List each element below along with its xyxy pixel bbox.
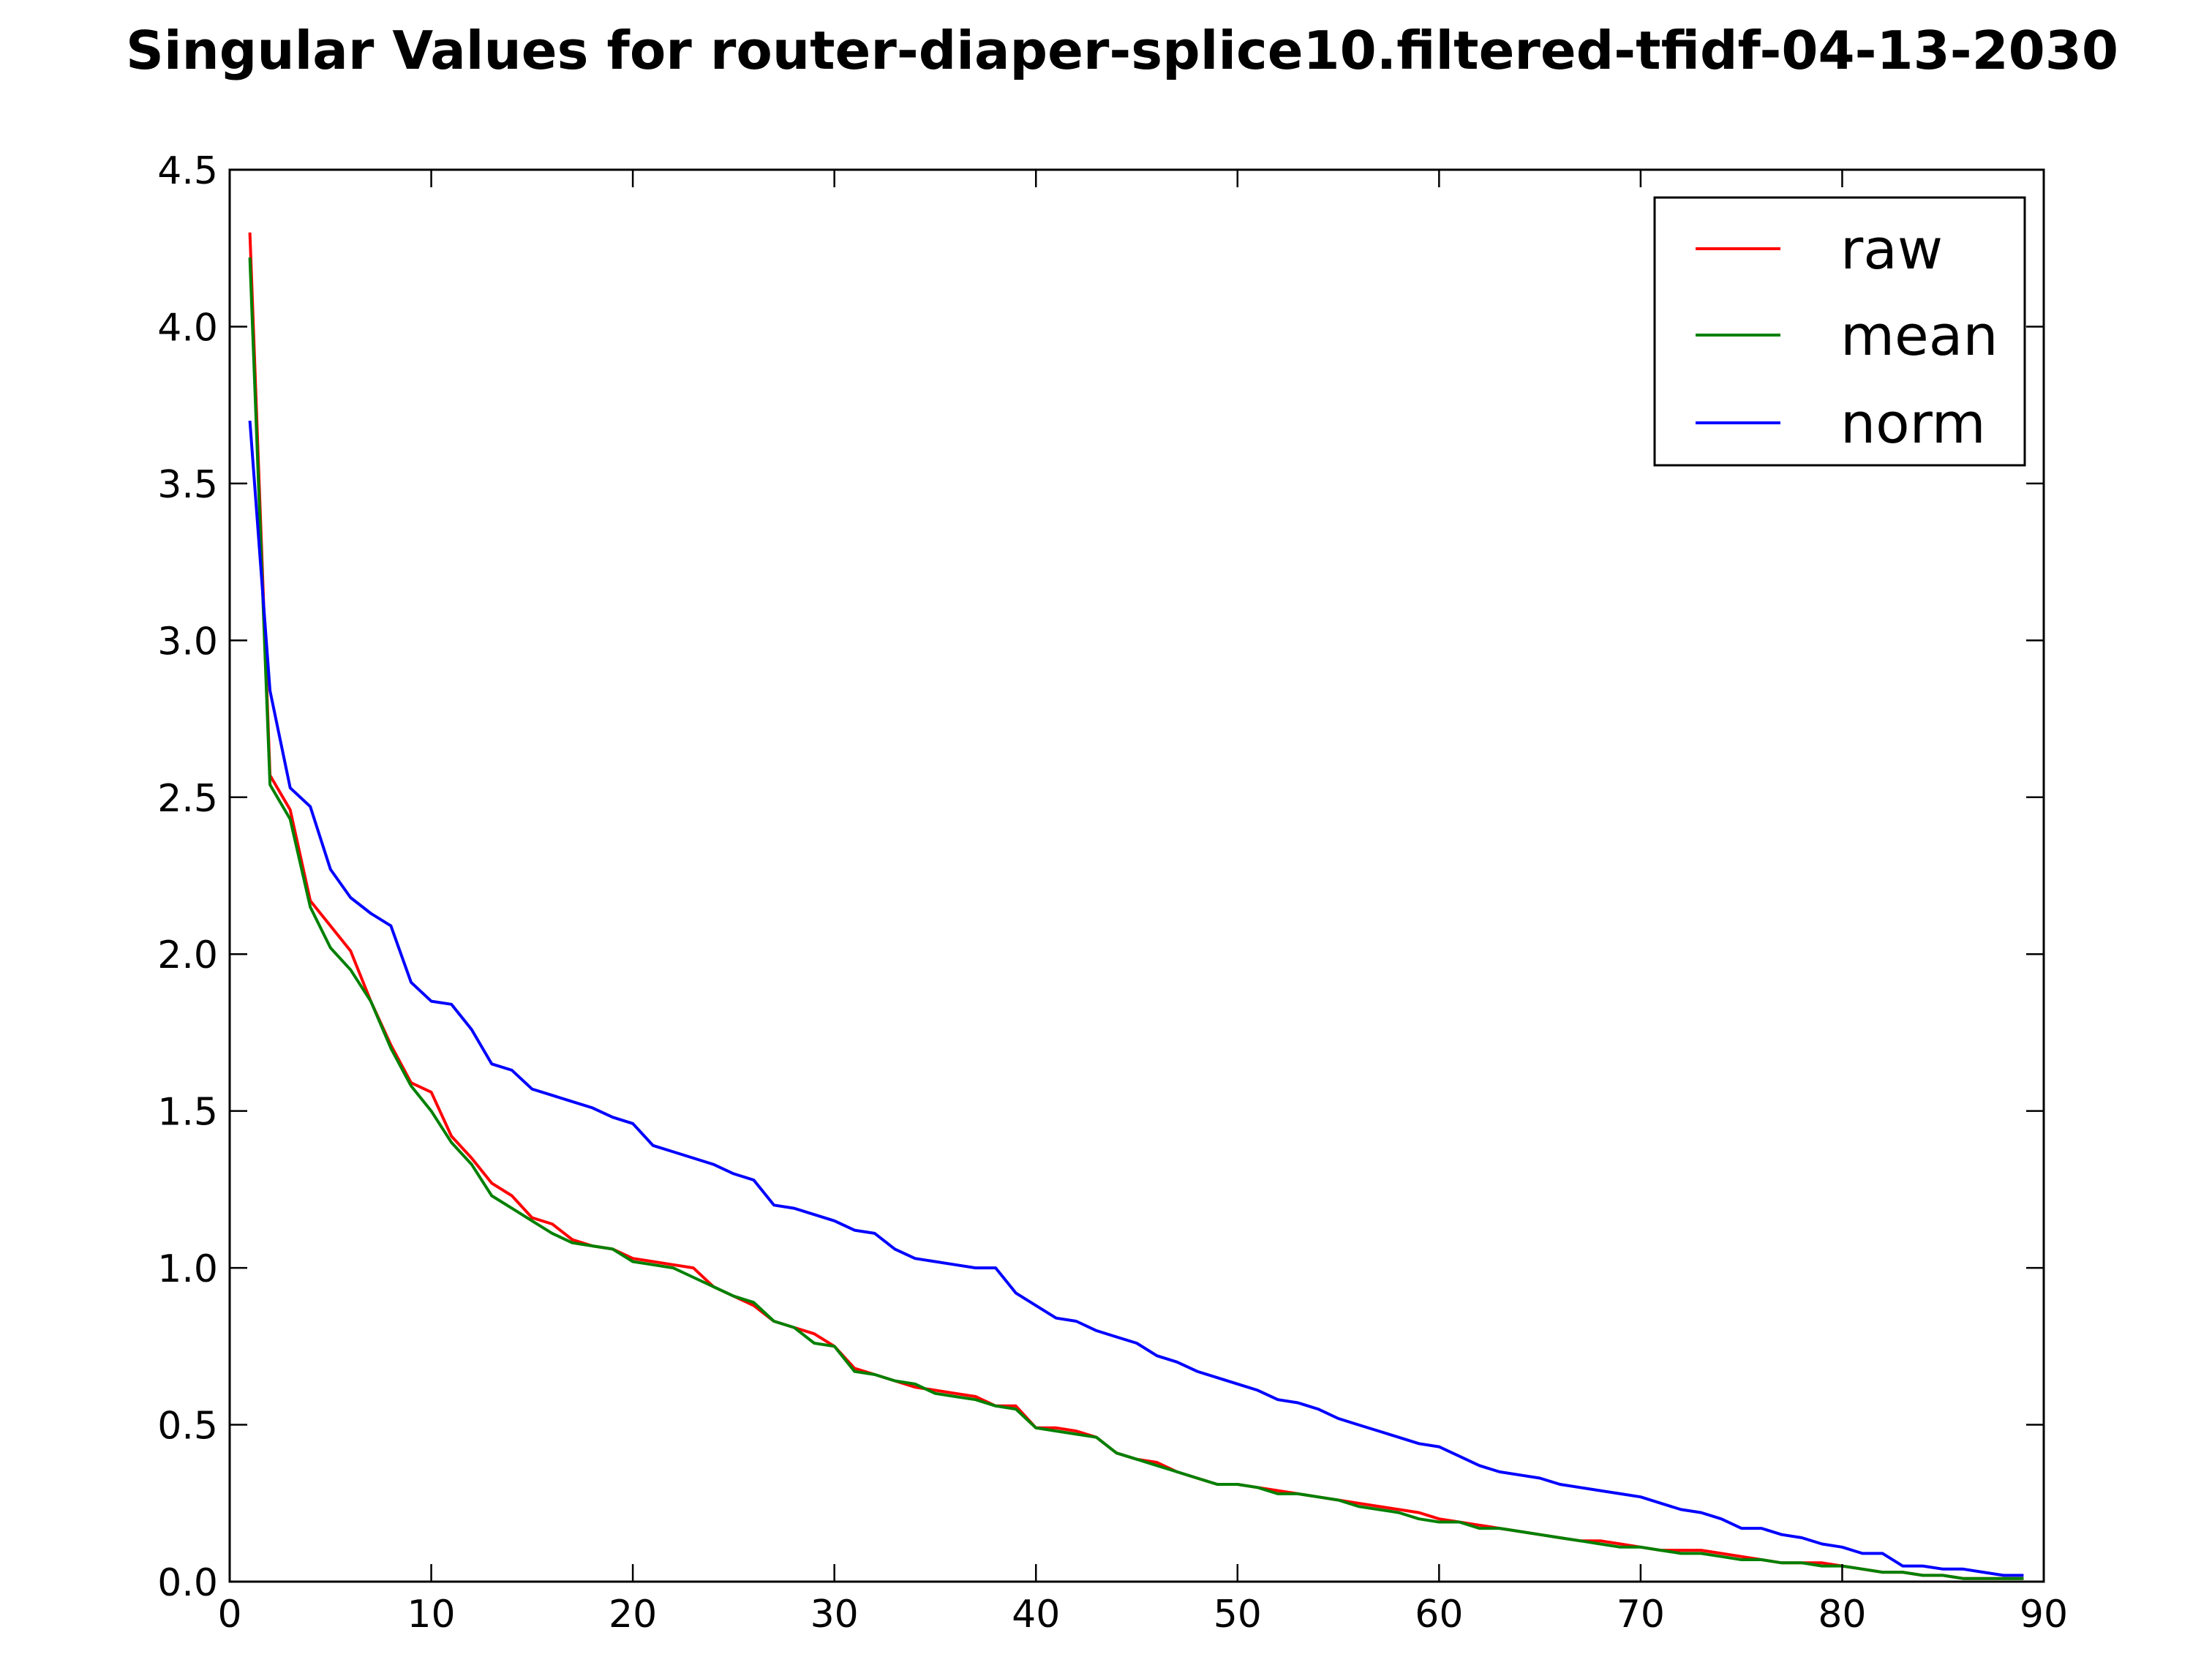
y-tick-label-2: 1.0 <box>157 1247 218 1291</box>
legend-label-raw: raw <box>1840 217 1943 282</box>
x-tick-label-9: 90 <box>2020 1593 2068 1637</box>
legend: raw mean norm <box>1653 196 2026 467</box>
plot-frame <box>228 168 2045 1583</box>
x-tick-label-4: 40 <box>1012 1593 1060 1637</box>
x-tick-label-1: 10 <box>407 1593 455 1637</box>
legend-label-norm: norm <box>1840 391 1986 456</box>
y-tick-label-4: 2.0 <box>157 933 218 977</box>
tick-layer: 0 10 20 30 40 50 60 70 80 90 0.0 0.5 1.0 1.5 2.0 2.5 3.0… <box>157 149 2068 1637</box>
legend-label-mean: mean <box>1840 303 1998 368</box>
x-tick-label-3: 30 <box>810 1593 859 1637</box>
y-tick-label-0: 0.0 <box>157 1561 218 1605</box>
x-tick-label-7: 70 <box>1617 1593 1665 1637</box>
series-line-mean <box>248 258 2024 1580</box>
y-tick-label-3: 1.5 <box>157 1091 218 1135</box>
y-tick-label-1: 0.5 <box>157 1405 218 1449</box>
y-tick-label-7: 3.5 <box>157 463 218 507</box>
x-tick-label-8: 80 <box>1818 1593 1866 1637</box>
series-layer <box>248 232 2024 1580</box>
legend-frame <box>1653 196 2026 467</box>
chart-title: Singular Values for router-diaper-splice… <box>126 20 2118 81</box>
x-tick-label-0: 0 <box>217 1593 241 1637</box>
series-line-norm <box>248 420 2024 1577</box>
x-tick-label-6: 60 <box>1415 1593 1463 1637</box>
x-tick-label-5: 50 <box>1214 1593 1262 1637</box>
y-tick-label-9: 4.5 <box>157 149 218 193</box>
x-tick-label-2: 20 <box>609 1593 657 1637</box>
y-tick-label-8: 4.0 <box>157 306 218 350</box>
y-tick-label-6: 3.0 <box>157 620 218 664</box>
y-tick-label-5: 2.5 <box>157 777 218 821</box>
